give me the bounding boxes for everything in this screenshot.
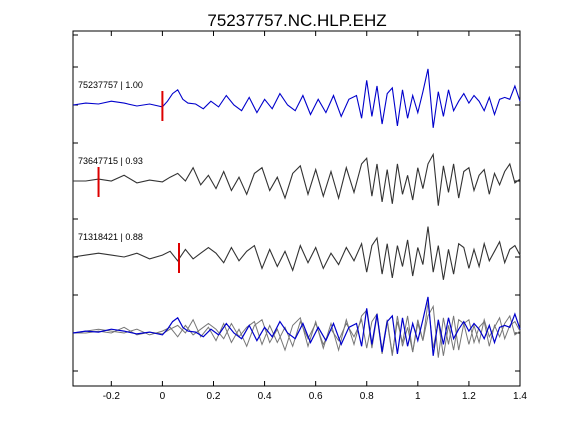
x-tick-label: -0.2 xyxy=(103,391,121,402)
trace-line xyxy=(73,152,521,206)
trace-line xyxy=(72,226,521,280)
trace-labels: 75237757 | 1.00 73647715 | 0.93 71318421 |… xyxy=(78,80,143,242)
trace-label: 73647715 | 0.93 xyxy=(78,156,143,166)
x-tick-label: 0.4 xyxy=(258,391,272,402)
x-tick-label: 0 xyxy=(160,391,166,402)
chart-title: 75237757.NC.HLP.EHZ xyxy=(207,11,386,30)
traces xyxy=(72,68,521,358)
x-tick-label: 0.8 xyxy=(360,391,374,402)
x-tick-label: 0.2 xyxy=(207,391,221,402)
trace-label: 71318421 | 0.88 xyxy=(78,232,143,242)
x-tick-label: 0.6 xyxy=(309,391,323,402)
x-tick-label: 1.2 xyxy=(462,391,476,402)
x-tick-label: 1.4 xyxy=(513,391,527,402)
trace-line xyxy=(72,68,521,128)
pick-markers xyxy=(97,91,181,273)
overlay-trace-line xyxy=(72,302,521,356)
overlay-trace-line xyxy=(72,296,521,356)
axis-ticks xyxy=(73,31,521,386)
trace-label: 75237757 | 1.00 xyxy=(78,80,143,90)
overlay-trace-line xyxy=(73,304,521,358)
x-tick-label: 1 xyxy=(415,391,421,402)
x-tick-labels: -0.2 0 0.2 0.4 0.6 0.8 1 1.2 1.4 xyxy=(103,391,528,402)
plot-area xyxy=(72,30,521,387)
